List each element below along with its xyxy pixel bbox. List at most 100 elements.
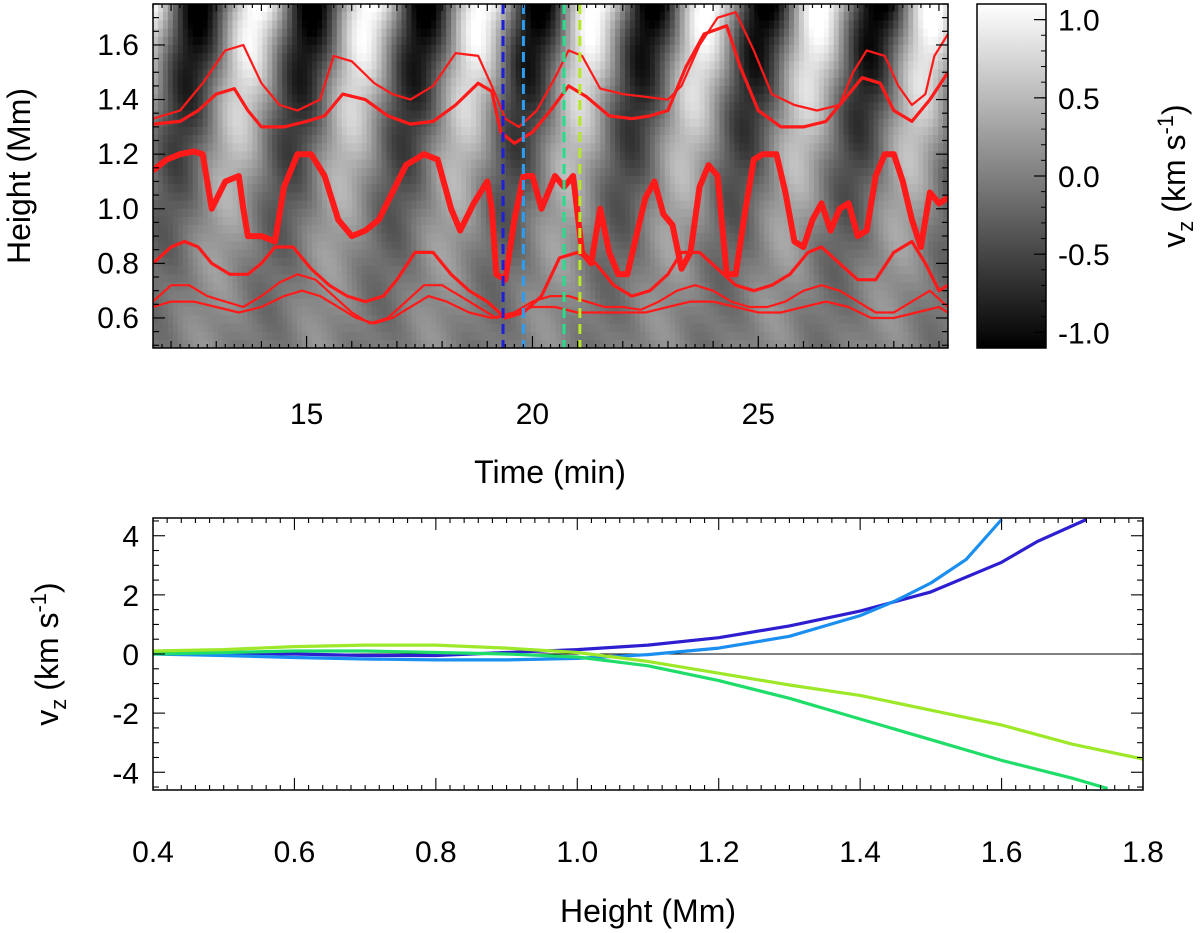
heatmap-cell <box>441 159 447 169</box>
heatmap-cell <box>356 135 363 144</box>
heatmap-cell <box>664 44 671 54</box>
heatmap-cell <box>714 94 721 103</box>
heatmap-cell <box>361 143 368 153</box>
heatmap-cell <box>580 135 586 144</box>
heatmap-cell <box>401 290 408 300</box>
heatmap-cell <box>550 233 557 243</box>
heatmap-cell <box>307 167 313 177</box>
heatmap-cell <box>277 110 283 120</box>
heatmap-cell <box>197 69 204 79</box>
heatmap-cell <box>699 167 706 177</box>
heatmap-cell <box>555 85 562 95</box>
heatmap-cell <box>535 20 542 30</box>
heatmap-cell <box>600 4 606 13</box>
heatmap-cell <box>694 307 701 316</box>
heatmap-cell <box>471 151 477 161</box>
heatmap-cell <box>277 307 283 316</box>
heatmap-cell <box>207 216 214 226</box>
heatmap-cell <box>227 241 234 251</box>
heatmap-cell <box>545 225 552 234</box>
heatmap-cell <box>172 126 179 136</box>
heatmap-cell <box>371 167 378 177</box>
heatmap-cell <box>669 135 676 144</box>
heatmap-cell <box>630 167 636 177</box>
heatmap-cell <box>615 274 621 284</box>
heatmap-cell <box>669 20 676 30</box>
heatmap-cell <box>381 53 388 62</box>
heatmap-cell <box>356 208 363 218</box>
heatmap-cell <box>217 274 224 284</box>
heatmap-cell <box>595 176 601 185</box>
heatmap-cell <box>679 143 686 153</box>
heatmap-cell <box>292 102 298 112</box>
heatmap-cell <box>605 266 611 275</box>
heatmap-cell <box>570 135 576 144</box>
heatmap-cell <box>252 69 258 79</box>
heatmap-cell <box>242 233 249 243</box>
heatmap-cell <box>167 323 174 333</box>
heatmap-cell <box>366 233 373 243</box>
heatmap-cell <box>719 94 726 103</box>
heatmap-cell <box>187 323 194 333</box>
heatmap-cell <box>292 126 298 136</box>
heatmap-cell <box>530 216 537 226</box>
heatmap-cell <box>649 192 656 202</box>
heatmap-cell <box>600 118 606 128</box>
heatmap-cell <box>620 200 626 210</box>
heatmap-cell <box>326 323 333 333</box>
heatmap-cell <box>704 290 711 300</box>
heatmap-cell <box>525 159 532 169</box>
heatmap-cell <box>540 282 547 292</box>
heatmap-cell <box>227 315 234 325</box>
heatmap-cell <box>456 94 462 103</box>
heatmap-cell <box>630 4 636 13</box>
heatmap-cell <box>649 20 656 30</box>
heatmap-cell <box>540 159 547 169</box>
heatmap-cell <box>605 257 611 267</box>
heatmap-cell <box>649 12 656 21</box>
heatmap-cell <box>177 282 184 292</box>
heatmap-cell <box>361 151 368 161</box>
heatmap-cell <box>391 4 398 13</box>
heatmap-cell <box>232 135 239 144</box>
heatmap-cell <box>575 36 581 46</box>
heatmap-cell <box>729 216 735 226</box>
heatmap-cell <box>565 126 571 136</box>
heatmap-cell <box>212 118 219 128</box>
heatmap-cell <box>689 339 696 348</box>
heatmap-cell <box>396 339 403 348</box>
heatmap-cell <box>704 126 711 136</box>
heatmap-cell <box>719 53 726 62</box>
heatmap-cell <box>446 69 452 79</box>
heatmap-cell <box>689 159 696 169</box>
heatmap-cell <box>396 192 403 202</box>
heatmap-cell <box>590 151 596 161</box>
heatmap-cell <box>704 4 711 13</box>
heatmap-cell <box>262 53 268 62</box>
heatmap-cell <box>515 69 522 79</box>
heatmap-cell <box>560 282 567 292</box>
heatmap-cell <box>302 4 308 13</box>
heatmap-cell <box>247 307 253 316</box>
heatmap-cell <box>679 208 686 218</box>
heatmap-cell <box>341 151 348 161</box>
heatmap-cell <box>466 53 472 62</box>
heatmap-cell <box>346 135 353 144</box>
heatmap-cell <box>312 167 318 177</box>
heatmap-cell <box>302 192 308 202</box>
heatmap-cell <box>719 339 726 348</box>
heatmap-cell <box>679 290 686 300</box>
heatmap-cell <box>197 208 204 218</box>
heatmap-cell <box>401 257 408 267</box>
heatmap-cell <box>202 85 209 95</box>
heatmap-cell <box>545 143 552 153</box>
heatmap-cell <box>426 200 432 210</box>
heatmap-cell <box>709 274 716 284</box>
heatmap-cell <box>565 36 571 46</box>
heatmap-cell <box>321 315 328 325</box>
heatmap-cell <box>704 331 711 341</box>
heatmap-cell <box>471 69 477 79</box>
heatmap-cell <box>411 339 417 348</box>
heatmap-cell <box>565 94 571 103</box>
heatmap-cell <box>381 282 388 292</box>
